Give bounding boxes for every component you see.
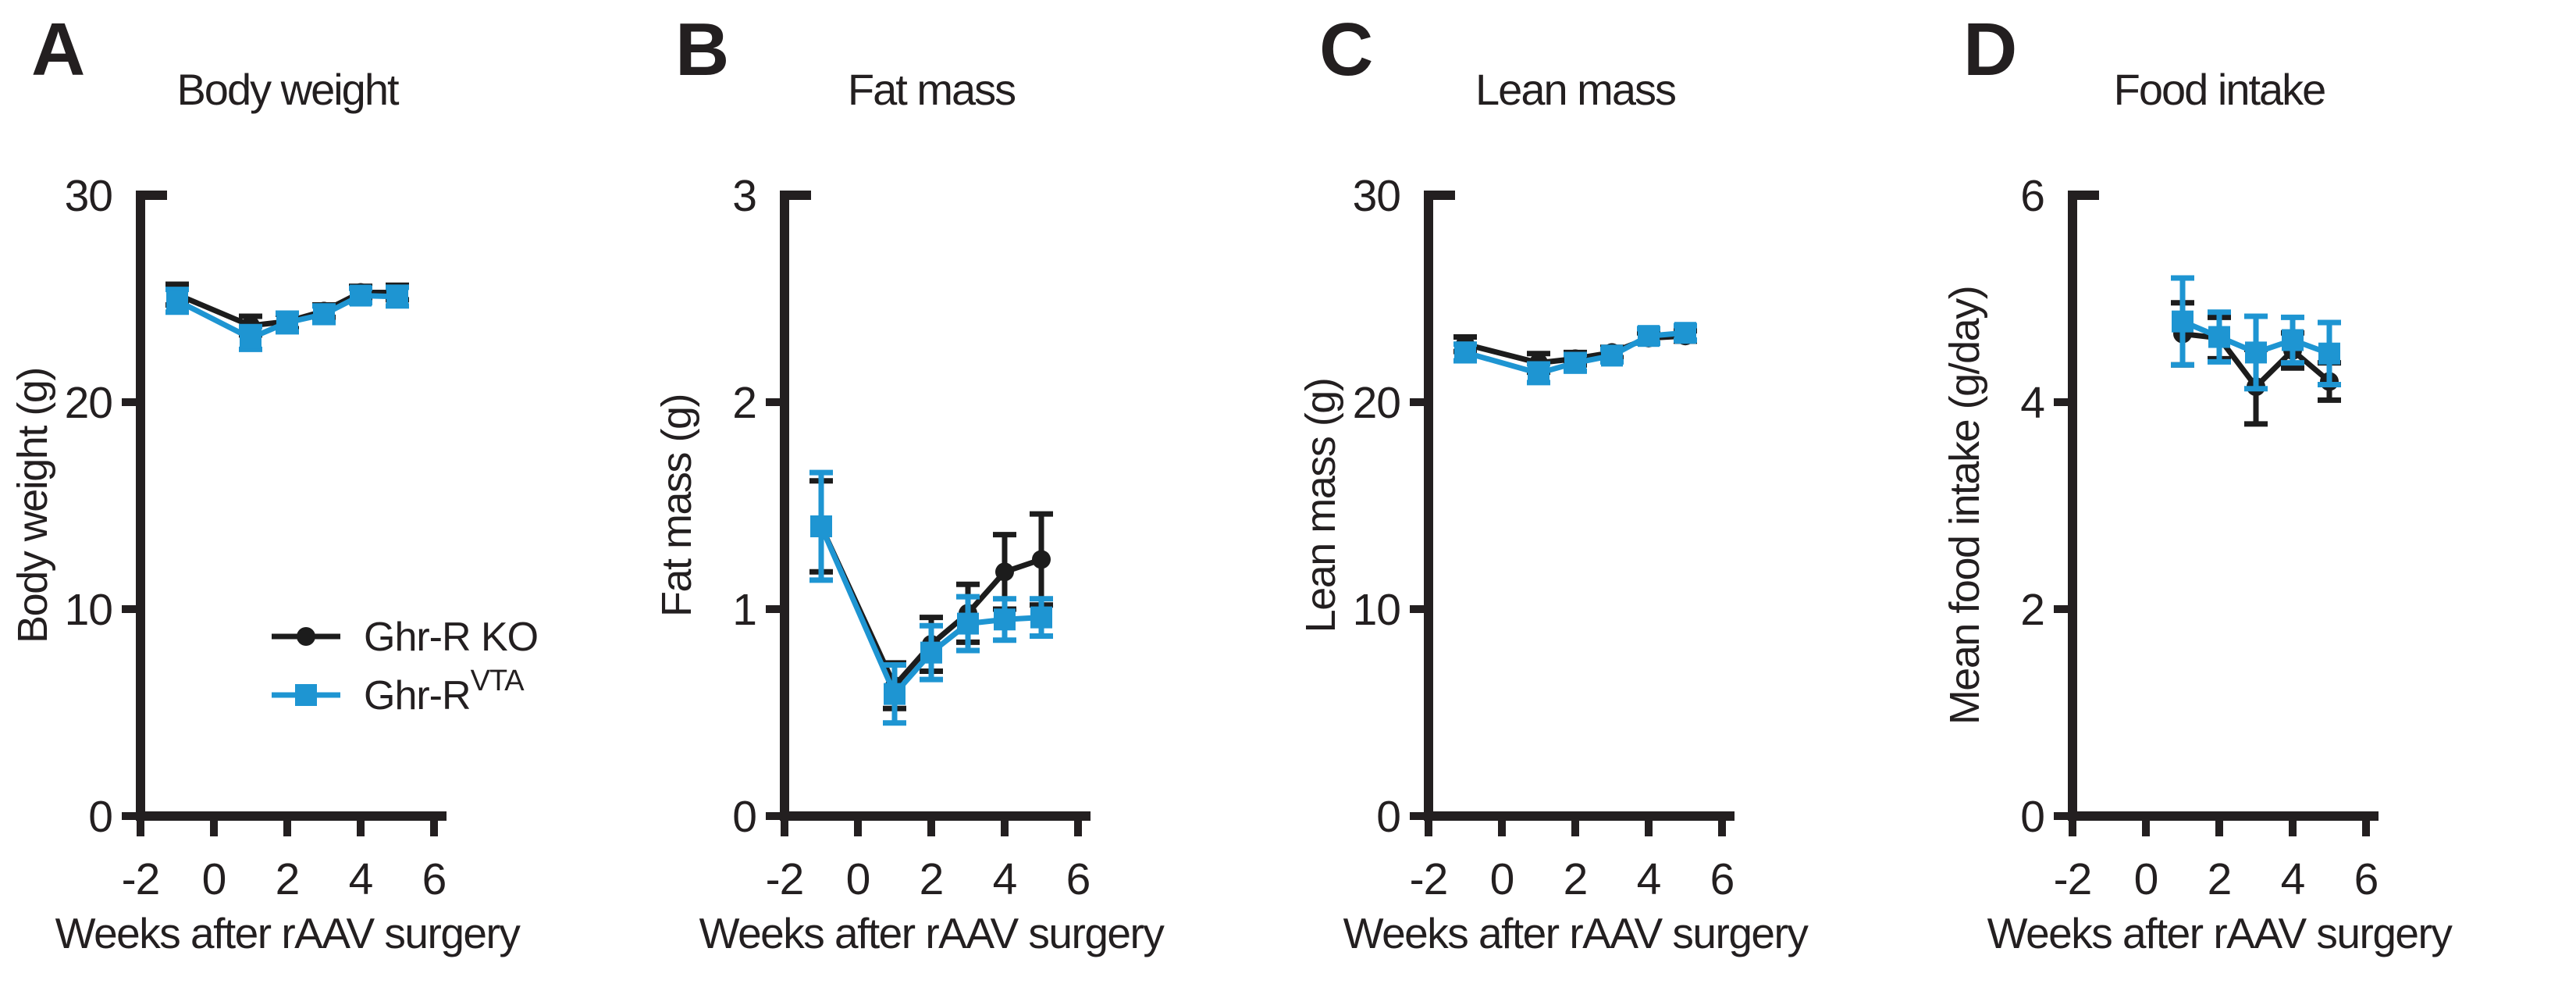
data-point-vta — [957, 612, 979, 635]
data-point-vta — [2172, 310, 2194, 333]
data-point-vta — [313, 303, 335, 326]
panel-a-xlabel: Weeks after rAAV surgery — [55, 909, 521, 957]
panel-a-series-vta — [165, 284, 409, 352]
x-tick-label: -2 — [766, 854, 804, 904]
x-tick-label: 0 — [846, 854, 870, 904]
data-point-ko — [1032, 550, 1051, 569]
x-tick-label: 2 — [276, 854, 300, 904]
panel-b-title: Fat mass — [848, 65, 1015, 114]
panel-c-ylabel: Lean mass (g) — [1297, 379, 1344, 633]
data-point-vta — [2245, 341, 2267, 364]
x-tick-label: -2 — [2054, 854, 2092, 904]
x-tick-label: 6 — [1710, 854, 1735, 904]
x-tick-label: -2 — [1410, 854, 1448, 904]
data-point-vta — [1454, 341, 1476, 364]
y-tick-label: 10 — [1353, 585, 1400, 635]
x-tick-label: 2 — [1564, 854, 1588, 904]
x-tick-label: 0 — [202, 854, 226, 904]
panel-b-ylabel: Fat mass (g) — [653, 394, 700, 617]
legend-label: Ghr-R KO — [364, 615, 538, 660]
y-tick-label: 30 — [65, 171, 112, 221]
y-tick-label: 1 — [732, 585, 756, 635]
panel-a-title: Body weight — [176, 65, 400, 114]
data-point-vta — [386, 285, 408, 308]
y-tick-label: 0 — [2020, 792, 2044, 842]
legend-item-vta: Ghr-RVTA — [272, 665, 525, 718]
x-tick-label: 6 — [1066, 854, 1091, 904]
y-tick-label: 10 — [65, 585, 112, 635]
panel-d-letter: D — [1963, 8, 2017, 91]
x-tick-label: 6 — [422, 854, 447, 904]
data-point-vta — [240, 326, 262, 349]
panel-d-ylabel: Mean food intake (g/day) — [1941, 287, 1988, 725]
data-point-vta — [1564, 351, 1586, 374]
x-tick-label: 0 — [2134, 854, 2158, 904]
y-tick-label: 0 — [732, 792, 756, 842]
legend: Ghr-R KO Ghr-RVTA — [272, 615, 539, 718]
data-point-vta — [2208, 326, 2230, 348]
x-tick-label: 4 — [993, 854, 1017, 904]
data-point-vta — [276, 311, 298, 333]
panel-d-series-vta — [2171, 275, 2341, 392]
y-tick-label: 20 — [1353, 378, 1400, 428]
y-tick-label: 2 — [2020, 585, 2044, 635]
x-tick-label: 2 — [2208, 854, 2232, 904]
y-tick-label: 0 — [1376, 792, 1400, 842]
y-tick-label: 3 — [732, 171, 756, 221]
panel-b-series-vta — [809, 469, 1053, 726]
y-tick-label: 2 — [732, 378, 756, 428]
panel-c-title: Lean mass — [1475, 65, 1675, 114]
panel-c-series-vta — [1453, 322, 1697, 386]
data-point-vta — [2318, 342, 2340, 365]
x-tick-label: 4 — [349, 854, 373, 904]
data-point-vta — [884, 683, 906, 705]
y-tick-label: 0 — [88, 792, 112, 842]
y-tick-label: 4 — [2020, 378, 2044, 428]
y-tick-label: 6 — [2020, 171, 2044, 221]
y-tick-label: 30 — [1353, 171, 1400, 221]
data-point-vta — [1601, 344, 1623, 367]
data-point-vta — [1638, 325, 1660, 348]
legend-marker-square — [295, 684, 317, 706]
data-point-vta — [1674, 322, 1696, 344]
data-point-vta — [350, 284, 372, 307]
data-point-vta — [920, 641, 942, 664]
legend-marker-circle — [297, 627, 315, 646]
legend-label: Ghr-RVTA — [364, 665, 525, 718]
y-tick-label: 20 — [65, 378, 112, 428]
data-point-vta — [1030, 606, 1052, 629]
data-point-vta — [810, 515, 832, 537]
x-tick-label: 2 — [920, 854, 944, 904]
x-tick-label: -2 — [122, 854, 160, 904]
x-tick-label: 0 — [1490, 854, 1514, 904]
data-point-vta — [2282, 329, 2304, 351]
legend-item-ko: Ghr-R KO — [272, 615, 539, 660]
panel-a-ylabel: Body weight (g) — [9, 368, 56, 643]
panel-c-letter: C — [1319, 8, 1373, 91]
panel-a-letter: A — [31, 8, 85, 91]
x-tick-label: 4 — [2281, 854, 2305, 904]
panel-d-xlabel: Weeks after rAAV surgery — [1987, 909, 2453, 957]
panel-b-xlabel: Weeks after rAAV surgery — [699, 909, 1165, 957]
data-point-vta — [994, 608, 1016, 631]
panel-c-xlabel: Weeks after rAAV surgery — [1343, 909, 1809, 957]
panel-b-letter: B — [675, 8, 729, 91]
x-tick-label: 4 — [1637, 854, 1661, 904]
data-point-vta — [1528, 362, 1550, 384]
panel-d-title: Food intake — [2114, 65, 2325, 114]
data-point-ko — [995, 562, 1014, 582]
x-tick-label: 6 — [2354, 854, 2379, 904]
data-point-vta — [166, 290, 188, 312]
